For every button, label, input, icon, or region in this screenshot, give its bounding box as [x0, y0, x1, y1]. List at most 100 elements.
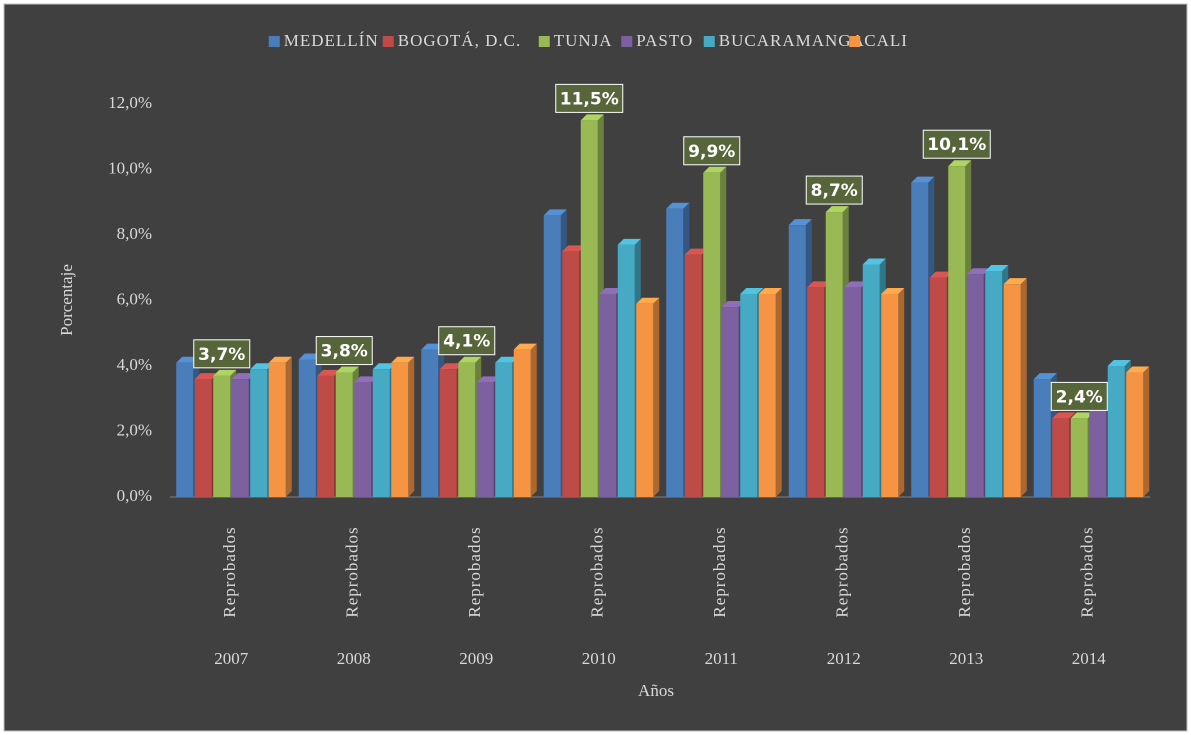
- bar-top: [929, 271, 953, 278]
- bar-top: [194, 373, 218, 380]
- bar: [721, 307, 739, 497]
- bar: [948, 166, 966, 497]
- x-tick-label: 2009: [459, 649, 493, 668]
- y-tick-label: 0,0%: [117, 486, 152, 505]
- bar-top: [948, 160, 972, 167]
- bar: [929, 277, 947, 497]
- legend-swatch: [703, 36, 715, 47]
- bar: [372, 369, 390, 497]
- x-sublabel: Reprobados: [833, 526, 852, 617]
- legend-label: BOGOTÁ, D.C.: [398, 31, 521, 50]
- bar-top: [740, 287, 764, 294]
- bar-top: [636, 297, 660, 304]
- x-sublabel: Reprobados: [465, 526, 484, 617]
- data-label: 4,1%: [443, 332, 490, 352]
- x-sublabel: Reprobados: [710, 526, 729, 617]
- data-label: 10,1%: [927, 135, 986, 155]
- bar: [666, 208, 684, 498]
- bar-top: [458, 356, 482, 363]
- bar-top: [543, 209, 567, 216]
- x-tick-label: 2013: [949, 649, 983, 668]
- bar-top: [844, 281, 868, 288]
- legend-swatch: [538, 36, 550, 47]
- bar-top: [1033, 373, 1057, 380]
- bar: [985, 271, 1003, 497]
- bar: [1003, 284, 1021, 497]
- data-label-box: [683, 136, 741, 166]
- bar: [1052, 418, 1070, 497]
- bar: [1107, 366, 1125, 497]
- bar-top: [881, 287, 905, 294]
- bar-top: [495, 356, 519, 363]
- bar: [807, 287, 825, 497]
- data-label-box: [1050, 381, 1108, 411]
- bar-top: [335, 366, 359, 373]
- data-label-box: [555, 83, 624, 113]
- legend-swatch: [621, 36, 633, 47]
- x-sublabel: Reprobados: [343, 526, 362, 617]
- bar-top: [911, 176, 935, 183]
- bar-top: [1070, 412, 1094, 419]
- bar: [513, 349, 531, 497]
- bar-top: [758, 287, 782, 294]
- bar-top: [580, 114, 604, 121]
- bar-top: [703, 166, 727, 173]
- bar: [844, 287, 862, 497]
- data-label-box: [193, 339, 251, 369]
- bar-top: [268, 356, 292, 363]
- bar-top: [684, 248, 708, 255]
- data-label: 3,7%: [198, 345, 245, 365]
- bar: [1126, 372, 1144, 497]
- x-sublabel: Reprobados: [588, 526, 607, 617]
- bar: [439, 369, 457, 497]
- y-tick-label: 10,0%: [108, 158, 152, 177]
- y-tick-label: 12,0%: [108, 93, 152, 112]
- bar: [268, 362, 286, 497]
- data-label: 3,8%: [321, 342, 368, 362]
- bar: [580, 120, 598, 497]
- x-tick-label: 2014: [1072, 649, 1107, 668]
- bar-top: [1126, 366, 1150, 373]
- bar: [317, 375, 335, 497]
- bar: [476, 382, 494, 497]
- bar-top: [721, 301, 745, 308]
- bar: [636, 303, 654, 497]
- bar-top: [862, 258, 886, 265]
- bar-top: [966, 268, 990, 275]
- bar: [740, 293, 758, 497]
- bar: [758, 293, 776, 497]
- x-tick-label: 2012: [827, 649, 861, 668]
- bar-top: [354, 376, 378, 383]
- y-tick-label: 6,0%: [117, 289, 152, 308]
- x-tick-label: 2010: [582, 649, 616, 668]
- bar-top: [372, 363, 396, 370]
- bar: [825, 212, 843, 497]
- bar: [458, 362, 476, 497]
- x-sublabel: Reprobados: [1078, 526, 1097, 617]
- legend-label: TUNJA: [554, 31, 613, 50]
- bar: [599, 293, 617, 497]
- bar-side: [898, 287, 905, 497]
- bar-side: [1020, 278, 1027, 497]
- bar-top: [391, 356, 415, 363]
- bar-side: [285, 356, 292, 497]
- bar-top: [213, 369, 237, 376]
- data-label-box: [805, 175, 863, 205]
- bar: [788, 225, 806, 498]
- bar-top: [317, 369, 341, 376]
- bar: [862, 264, 880, 497]
- bar: [911, 182, 929, 497]
- y-tick-label: 4,0%: [117, 355, 152, 374]
- legend-swatch: [382, 36, 394, 47]
- bar: [250, 369, 268, 497]
- legend-label: BUCARAMANGA: [719, 31, 865, 50]
- bar: [335, 372, 353, 497]
- x-sublabel: Reprobados: [220, 526, 239, 617]
- bar: [881, 293, 899, 497]
- bar: [1033, 379, 1051, 497]
- y-axis-title: Porcentaje: [57, 264, 76, 336]
- bar: [543, 215, 561, 497]
- y-tick-label: 2,0%: [117, 420, 152, 439]
- data-label: 9,9%: [688, 142, 735, 162]
